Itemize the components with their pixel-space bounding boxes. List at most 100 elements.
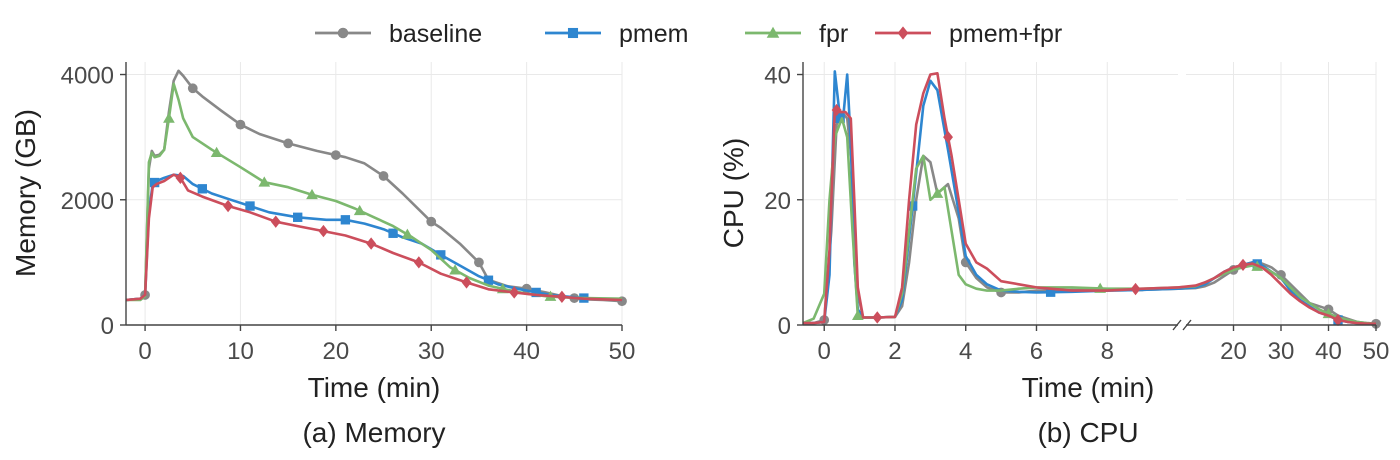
memory-x-tick-label: 40 bbox=[513, 338, 540, 365]
cpu-y-tick-label: 40 bbox=[764, 63, 791, 90]
memory-point-baseline bbox=[378, 171, 389, 181]
memory-point-baseline bbox=[426, 216, 437, 227]
cpu-x-tick-label: 2 bbox=[888, 338, 901, 365]
legend-label-fpr: fpr bbox=[819, 20, 848, 48]
cpu-point-fpr bbox=[931, 187, 944, 198]
cpu-line-right-pmem+fpr bbox=[1177, 262, 1376, 326]
memory-point-pmem+fpr bbox=[318, 224, 329, 238]
cpu-y-tick-label: 0 bbox=[778, 313, 791, 340]
memory-point-fpr bbox=[258, 176, 271, 187]
memory-point-fpr bbox=[210, 146, 223, 157]
memory-point-pmem+fpr bbox=[556, 290, 567, 303]
memory-x-tick-label: 50 bbox=[609, 338, 636, 365]
memory-y-tick-label: 2000 bbox=[61, 188, 114, 215]
memory-point-pmem bbox=[340, 215, 351, 225]
memory-point-baseline bbox=[283, 138, 294, 149]
cpu-line-left-fpr bbox=[802, 117, 1179, 325]
cpu-x-tick-label: 4 bbox=[959, 338, 972, 365]
legend-marker-baseline bbox=[337, 27, 349, 39]
memory-line-pmem+fpr bbox=[125, 173, 623, 302]
memory-point-pmem bbox=[149, 177, 160, 188]
cpu-x-tick-label: 30 bbox=[1268, 338, 1295, 365]
memory-point-pmem bbox=[388, 228, 398, 238]
cpu-line-left-pmem+fpr bbox=[803, 72, 1179, 325]
memory-series-pmem+fpr bbox=[125, 171, 623, 303]
cpu-point-pmem+fpr bbox=[872, 311, 883, 324]
cpu-x-axis-label: Time (min) bbox=[1022, 372, 1155, 403]
memory-axes: 0 10 20 30 40 50 0 2000 4000 bbox=[61, 62, 636, 365]
memory-point-baseline bbox=[235, 119, 246, 130]
cpu-axes: 0 2 4 6 8 20 30 40 50 0 20 40 bbox=[764, 62, 1389, 365]
memory-point-baseline bbox=[187, 83, 198, 94]
memory-series bbox=[125, 69, 627, 307]
memory-point-pmem bbox=[531, 287, 541, 298]
memory-series-fpr bbox=[126, 82, 623, 302]
cpu-x-tick-label: 50 bbox=[1363, 338, 1390, 365]
memory-x-tick-label: 30 bbox=[418, 338, 445, 365]
cpu-y-tick-label: 20 bbox=[764, 188, 791, 215]
cpu-panel: 0 2 4 6 8 20 30 40 50 0 20 40 CPU (%) Time (min) (b… bbox=[718, 62, 1389, 448]
legend-marker-pmem+fpr bbox=[897, 26, 909, 40]
memory-panel: 0 10 20 30 40 50 0 2000 4000 Memory (GB) Time (m… bbox=[10, 62, 635, 448]
memory-point-pmem+fpr bbox=[366, 237, 377, 250]
memory-point-pmem bbox=[197, 184, 207, 194]
memory-y-axis-label: Memory (GB) bbox=[10, 109, 41, 277]
memory-point-pmem bbox=[436, 250, 446, 260]
memory-x-tick-label: 10 bbox=[227, 338, 254, 365]
memory-point-fpr bbox=[401, 228, 414, 239]
memory-point-fpr bbox=[306, 188, 318, 200]
memory-point-pmem bbox=[293, 212, 303, 222]
cpu-line-left-pmem bbox=[803, 70, 1179, 325]
memory-x-axis-label: Time (min) bbox=[308, 372, 441, 403]
cpu-axis-break-mark bbox=[1172, 319, 1182, 331]
cpu-point-fpr bbox=[851, 309, 864, 320]
cpu-point-pmem bbox=[835, 113, 845, 124]
memory-point-baseline bbox=[330, 150, 341, 160]
memory-x-tick-label: 0 bbox=[138, 338, 151, 365]
memory-point-pmem+fpr bbox=[461, 276, 472, 289]
memory-point-baseline bbox=[474, 257, 484, 268]
memory-point-pmem+fpr bbox=[509, 286, 520, 299]
memory-point-pmem+fpr bbox=[413, 256, 424, 269]
legend-marker-pmem bbox=[567, 27, 579, 39]
memory-grid bbox=[126, 62, 623, 326]
cpu-line-right-baseline bbox=[1177, 261, 1377, 325]
cpu-series bbox=[802, 70, 1381, 329]
memory-point-pmem+fpr bbox=[270, 215, 281, 228]
cpu-point-pmem+fpr bbox=[831, 103, 842, 117]
cpu-series-pmem+fpr bbox=[803, 72, 1376, 327]
cpu-point-pmem+fpr bbox=[943, 130, 953, 144]
legend-label-pmem+fpr: pmem+fpr bbox=[949, 20, 1062, 48]
memory-point-fpr bbox=[353, 204, 366, 216]
cpu-x-tick-label: 20 bbox=[1220, 338, 1247, 365]
cpu-point-pmem+fpr bbox=[1333, 313, 1343, 327]
legend-label-pmem: pmem bbox=[619, 20, 688, 48]
cpu-point-pmem+fpr bbox=[1238, 258, 1248, 272]
memory-point-pmem bbox=[245, 201, 255, 211]
cpu-caption: (b) CPU bbox=[1037, 417, 1138, 448]
memory-series-pmem bbox=[125, 173, 623, 303]
memory-y-tick-label: 0 bbox=[101, 313, 114, 340]
memory-caption: (a) Memory bbox=[302, 417, 445, 448]
legend: baseline pmem fpr pmem+fpr bbox=[315, 20, 1062, 48]
memory-y-tick-label: 4000 bbox=[61, 63, 114, 90]
memory-point-fpr bbox=[449, 264, 461, 275]
memory-point-fpr bbox=[163, 112, 175, 123]
memory-point-pmem+fpr bbox=[175, 171, 186, 185]
memory-point-pmem+fpr bbox=[223, 199, 234, 213]
cpu-x-tick-label: 0 bbox=[818, 338, 831, 365]
cpu-y-axis-label: CPU (%) bbox=[718, 138, 749, 248]
cpu-x-tick-label: 6 bbox=[1030, 338, 1043, 365]
memory-x-tick-label: 20 bbox=[322, 338, 349, 365]
cpu-point-pmem bbox=[1045, 287, 1056, 297]
cpu-x-tick-label: 40 bbox=[1315, 338, 1342, 365]
memory-point-pmem bbox=[483, 275, 494, 285]
cpu-line-right-fpr bbox=[1177, 264, 1377, 325]
cpu-point-pmem+fpr bbox=[1130, 282, 1141, 296]
legend-marker-fpr bbox=[766, 26, 780, 38]
memory-line-pmem bbox=[125, 173, 623, 302]
legend-label-baseline: baseline bbox=[389, 20, 482, 48]
cpu-x-tick-label: 8 bbox=[1101, 338, 1114, 365]
cpu-axis-break-mark bbox=[1182, 319, 1192, 331]
